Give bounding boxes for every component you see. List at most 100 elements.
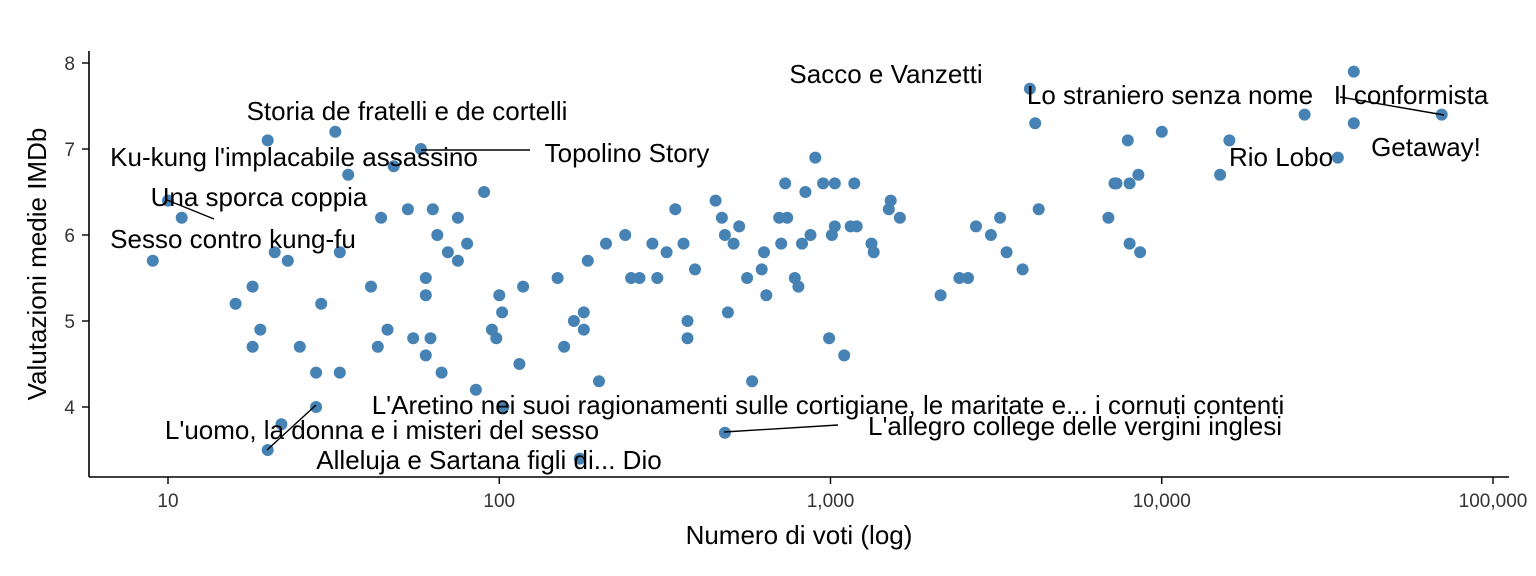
annotation-leader-line	[724, 425, 838, 432]
data-point	[1299, 109, 1311, 121]
data-point	[868, 246, 880, 258]
point-annotation-label: Getaway!	[1371, 132, 1481, 162]
data-point	[1134, 246, 1146, 258]
data-point	[970, 220, 982, 232]
data-point	[781, 212, 793, 224]
data-point	[829, 177, 841, 189]
data-point	[838, 349, 850, 361]
point-annotation-label: Il conformista	[1334, 80, 1489, 110]
data-point	[710, 195, 722, 207]
data-point	[1214, 169, 1226, 181]
data-point	[558, 341, 570, 353]
data-point	[1102, 212, 1114, 224]
data-point	[646, 238, 658, 250]
data-point	[452, 212, 464, 224]
data-point	[733, 220, 745, 232]
data-point	[775, 238, 787, 250]
data-point	[493, 289, 505, 301]
x-tick-label: 1,000	[807, 491, 855, 512]
point-annotation-label: Topolino Story	[545, 138, 710, 168]
y-tick-label: 7	[64, 140, 75, 161]
data-point	[760, 289, 772, 301]
data-point	[176, 212, 188, 224]
data-point	[716, 212, 728, 224]
data-point	[407, 332, 419, 344]
data-point	[722, 306, 734, 318]
data-point	[1029, 117, 1041, 129]
point-annotation-label: Sacco e Vanzetti	[789, 59, 982, 89]
data-point	[382, 324, 394, 336]
data-point	[851, 220, 863, 232]
data-point	[823, 332, 835, 344]
data-point	[420, 272, 432, 284]
data-point	[746, 375, 758, 387]
data-point	[552, 272, 564, 284]
data-point	[935, 289, 947, 301]
data-point	[634, 272, 646, 284]
y-tick-label: 4	[64, 398, 75, 419]
data-point	[1017, 263, 1029, 275]
point-annotation-label: Rio Lobo	[1229, 142, 1333, 172]
data-point	[461, 238, 473, 250]
data-point	[375, 212, 387, 224]
data-point	[799, 186, 811, 198]
point-annotation-label: Lo straniero senza nome	[1027, 80, 1313, 110]
data-point	[582, 255, 594, 267]
data-point	[254, 324, 266, 336]
data-point	[985, 229, 997, 241]
data-point	[593, 375, 605, 387]
data-point	[230, 298, 242, 310]
data-point	[689, 263, 701, 275]
data-point	[661, 246, 673, 258]
data-point	[334, 367, 346, 379]
x-axis-title: Numero di voti (log)	[686, 520, 913, 550]
data-point	[402, 203, 414, 215]
data-point	[513, 358, 525, 370]
data-point	[329, 126, 341, 138]
data-point	[805, 229, 817, 241]
data-point	[741, 272, 753, 284]
data-point	[315, 298, 327, 310]
data-point	[147, 255, 159, 267]
data-point	[490, 332, 502, 344]
data-point	[682, 315, 694, 327]
point-annotation-label: Alleluja e Sartana figli di... Dio	[316, 445, 661, 475]
data-point	[310, 401, 322, 413]
data-point	[796, 238, 808, 250]
data-point	[809, 152, 821, 164]
data-point	[669, 203, 681, 215]
data-point	[1348, 117, 1360, 129]
data-point	[420, 349, 432, 361]
data-point	[817, 177, 829, 189]
y-axis-ticks: 4 5 6 7 8	[64, 54, 89, 419]
data-point	[1033, 203, 1045, 215]
y-tick-label: 6	[64, 226, 75, 247]
data-point	[1132, 169, 1144, 181]
data-point	[436, 367, 448, 379]
data-point	[365, 281, 377, 293]
data-point	[1001, 246, 1013, 258]
data-point	[885, 195, 897, 207]
data-point	[294, 341, 306, 353]
point-annotation-label: Sesso contro kung-fu	[110, 224, 356, 254]
data-point	[431, 229, 443, 241]
data-point	[282, 255, 294, 267]
data-point	[372, 341, 384, 353]
data-point	[478, 186, 490, 198]
y-axis-title: Valutazioni medie IMDb	[22, 128, 52, 401]
data-point	[682, 332, 694, 344]
data-point	[994, 212, 1006, 224]
data-point	[728, 238, 740, 250]
data-point	[517, 281, 529, 293]
data-point	[247, 341, 259, 353]
data-point	[578, 306, 590, 318]
data-point	[600, 238, 612, 250]
point-annotation-label: Una sporca coppia	[151, 182, 368, 212]
data-point	[425, 332, 437, 344]
data-point	[619, 229, 631, 241]
data-point	[758, 246, 770, 258]
point-annotation-label: L'allegro college delle vergini inglesi	[868, 411, 1282, 441]
data-point	[568, 315, 580, 327]
x-tick-label: 10	[157, 491, 178, 512]
